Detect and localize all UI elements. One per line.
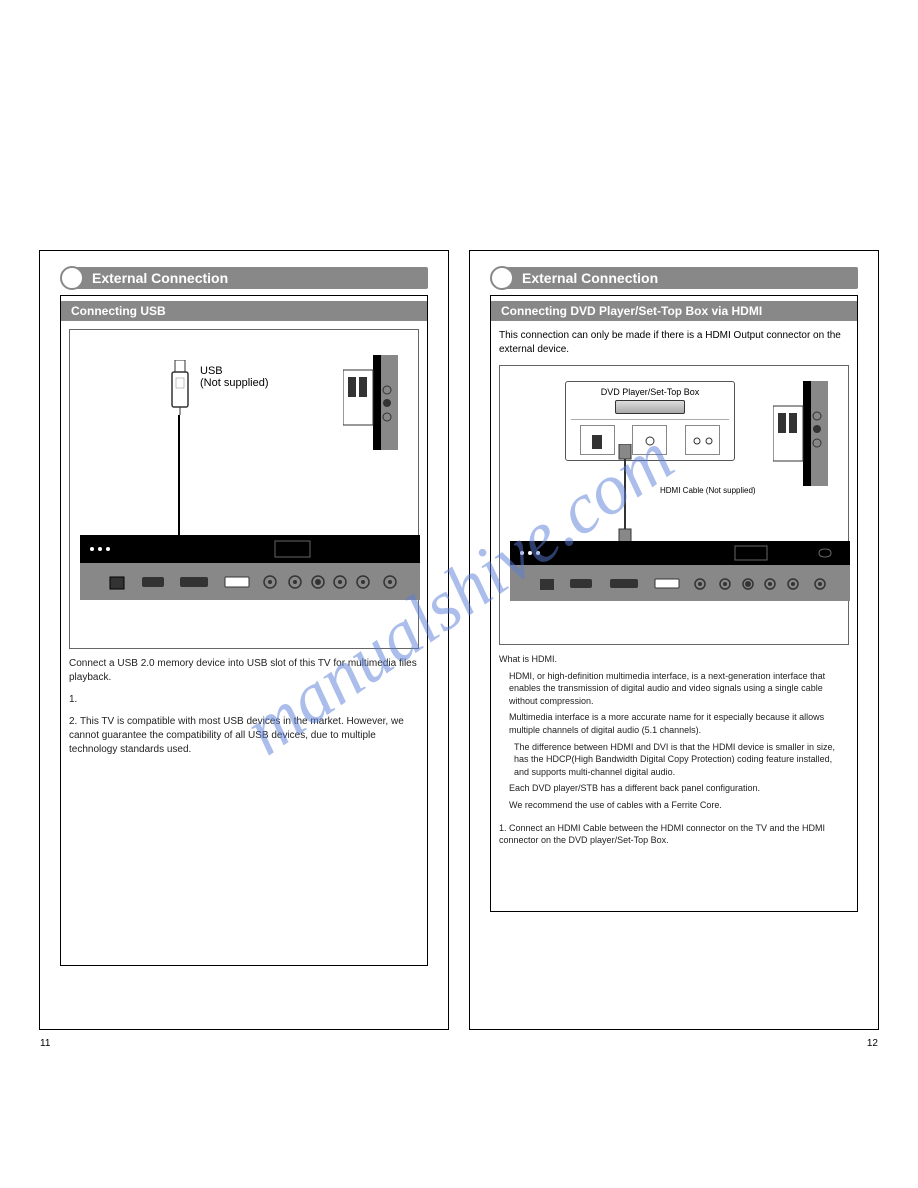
- left-title-bar: External Connection: [60, 266, 428, 290]
- left-page: External Connection Connecting USB USB (…: [39, 250, 449, 1030]
- right-page: External Connection Connecting DVD Playe…: [469, 250, 879, 1030]
- usb-label-line1: USB: [200, 365, 268, 377]
- usb-label-line2: (Not supplied): [200, 377, 268, 389]
- cable-line-v: [178, 415, 180, 538]
- left-body-2: 1.: [69, 693, 419, 707]
- what-is-hdmi: What is HDMI.: [499, 653, 849, 666]
- port-video-icon: [632, 425, 667, 455]
- dvd-device-icon: [615, 400, 685, 414]
- left-body-3: 2. This TV is compatible with most USB d…: [69, 715, 419, 757]
- title-circle-icon: [60, 266, 84, 290]
- right-intro: This connection can only be made if ther…: [499, 329, 849, 357]
- right-title-bar: External Connection: [490, 266, 858, 290]
- right-para-1: HDMI, or high-definition multimedia inte…: [499, 670, 849, 708]
- right-page-number: 12: [867, 1038, 878, 1049]
- left-page-number: 11: [40, 1038, 50, 1049]
- dvd-ports: [571, 419, 729, 455]
- right-para-3: The difference between HDMI and DVI is t…: [499, 741, 849, 779]
- dvd-box: DVD Player/Set-Top Box: [565, 381, 735, 461]
- dvd-box-title: DVD Player/Set-Top Box: [571, 387, 729, 397]
- two-page-spread: External Connection Connecting USB USB (…: [0, 0, 918, 1030]
- side-panel-icon: [343, 355, 398, 455]
- left-title-text: External Connection: [72, 267, 428, 289]
- right-step-1: 1. Connect an HDMI Cable between the HDM…: [499, 822, 849, 847]
- right-para-5: We recommend the use of cables with a Fe…: [499, 799, 849, 812]
- hdmi-cable-icon: [615, 444, 635, 549]
- port-hdmi-icon: [580, 425, 615, 455]
- side-panel-icon: [773, 381, 828, 491]
- tv-rear-panel-icon: [80, 535, 408, 605]
- right-para-4: Each DVD player/STB has a different back…: [499, 782, 849, 795]
- right-content-frame: Connecting DVD Player/Set-Top Box via HD…: [490, 295, 858, 912]
- title-circle-icon: [490, 266, 514, 290]
- left-subtitle: Connecting USB: [61, 301, 427, 321]
- hdmi-diagram-box: DVD Player/Set-Top Box HDMI Cable (Not s…: [499, 365, 849, 645]
- tv-rear-panel-icon: [510, 541, 838, 606]
- left-content-frame: Connecting USB USB (Not supplied): [60, 295, 428, 966]
- right-subtitle: Connecting DVD Player/Set-Top Box via HD…: [491, 301, 857, 321]
- right-para-2: Multimedia interface is a more accurate …: [499, 711, 849, 736]
- usb-label: USB (Not supplied): [200, 365, 268, 389]
- left-body-1: Connect a USB 2.0 memory device into USB…: [69, 657, 419, 685]
- hdmi-cable-label: HDMI Cable (Not supplied): [660, 486, 756, 495]
- port-audio-icon: [685, 425, 720, 455]
- right-title-text: External Connection: [502, 267, 858, 289]
- usb-drive-icon: [170, 360, 190, 420]
- usb-diagram-box: USB (Not supplied): [69, 329, 419, 649]
